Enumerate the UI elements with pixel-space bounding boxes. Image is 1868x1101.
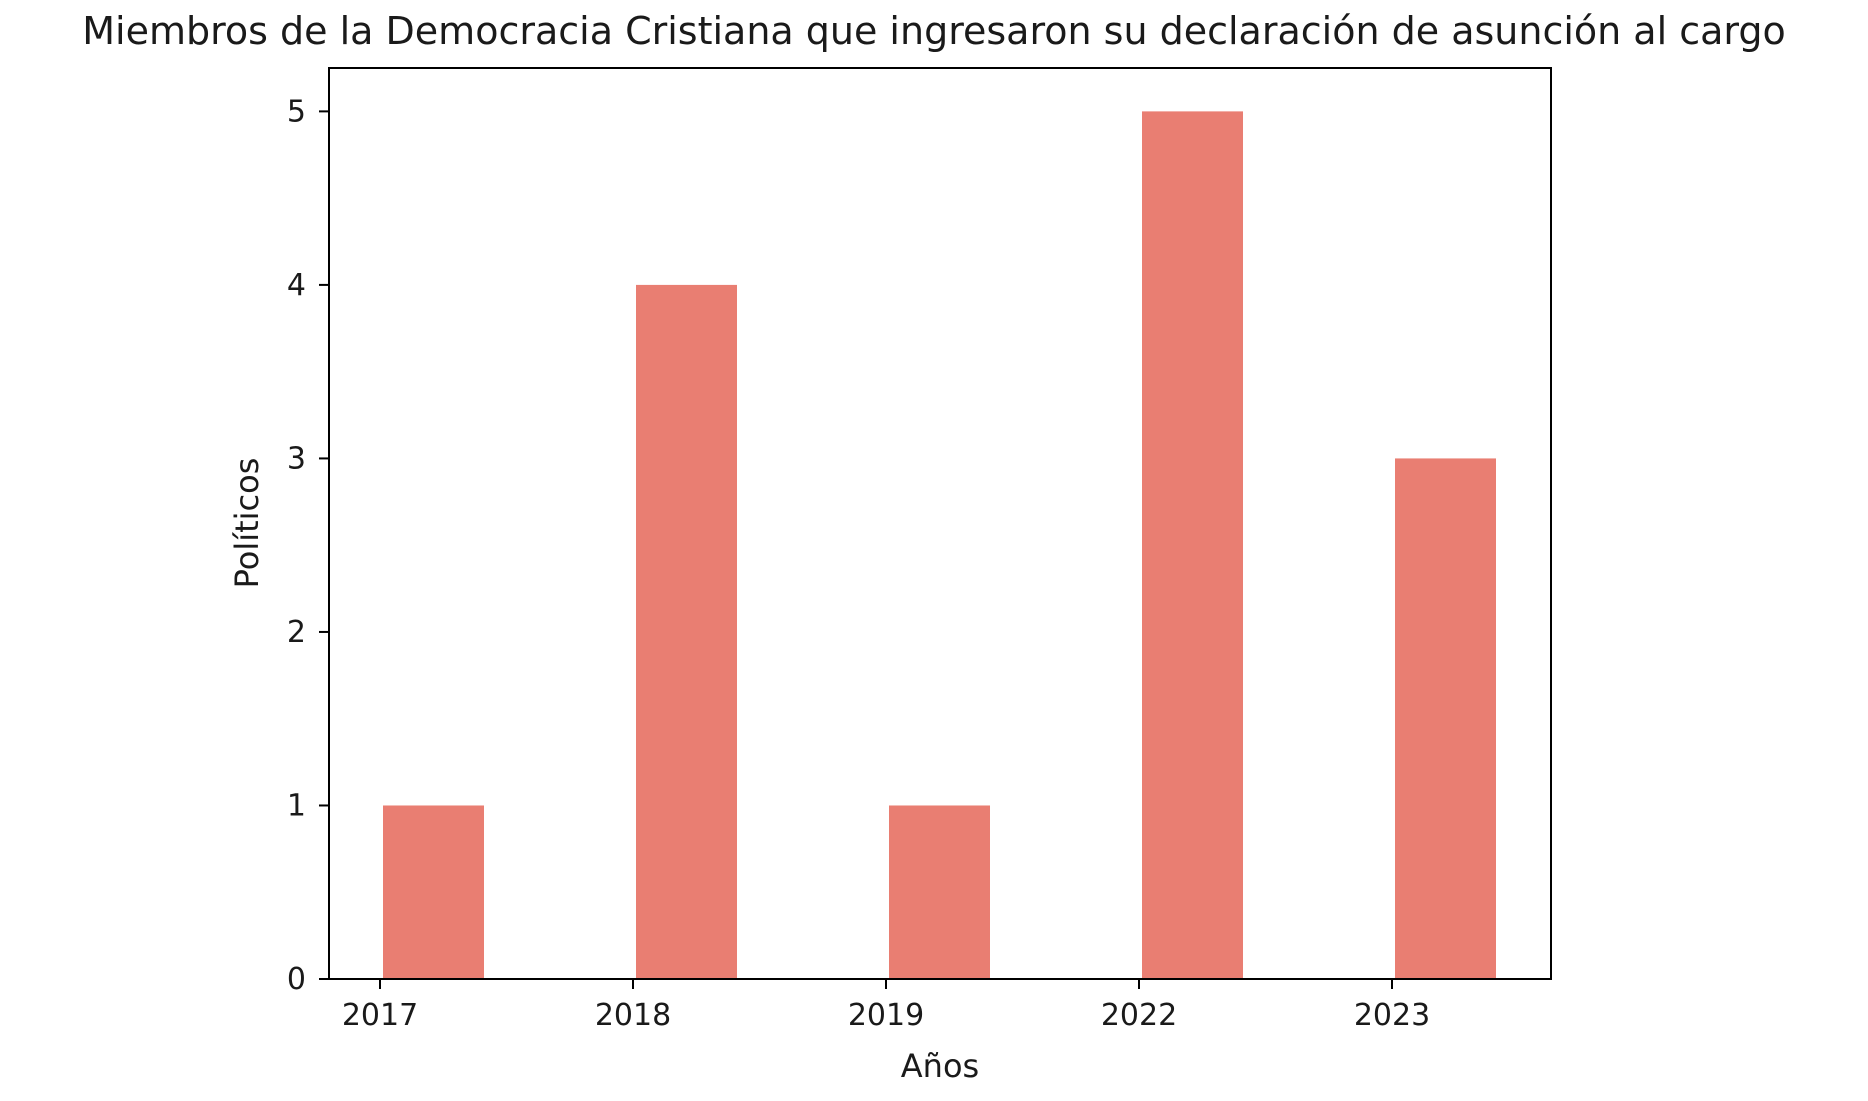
plot-frame [328,67,1552,980]
bar-2019 [889,805,990,979]
bars-group [383,111,1496,979]
bar-2018 [636,284,737,979]
x-tick-label: 2019 [848,998,924,1033]
y-tick-label: 1 [287,788,306,823]
y-axis: 0 1 2 3 4 5 [287,94,329,997]
y-tick-label: 4 [287,268,306,303]
x-tick-label: 2017 [342,998,418,1033]
x-tick-label: 2022 [1101,998,1177,1033]
x-tick-label: 2023 [1354,998,1430,1033]
bar-2017 [383,805,484,979]
y-tick-label: 2 [287,615,306,650]
y-tick-label: 0 [287,962,306,997]
x-tick-label: 2018 [595,998,671,1033]
bar-2022 [1142,111,1243,979]
bar-2023 [1395,458,1496,979]
y-tick-label: 3 [287,441,306,476]
x-axis: 2017 2018 2019 2022 2023 [342,979,1430,1033]
x-axis-label: Años [901,1047,979,1085]
y-axis-label: Políticos [228,458,266,589]
y-tick-label: 5 [287,94,306,129]
chart-title: Miembros de la Democracia Cristiana que … [82,9,1785,53]
